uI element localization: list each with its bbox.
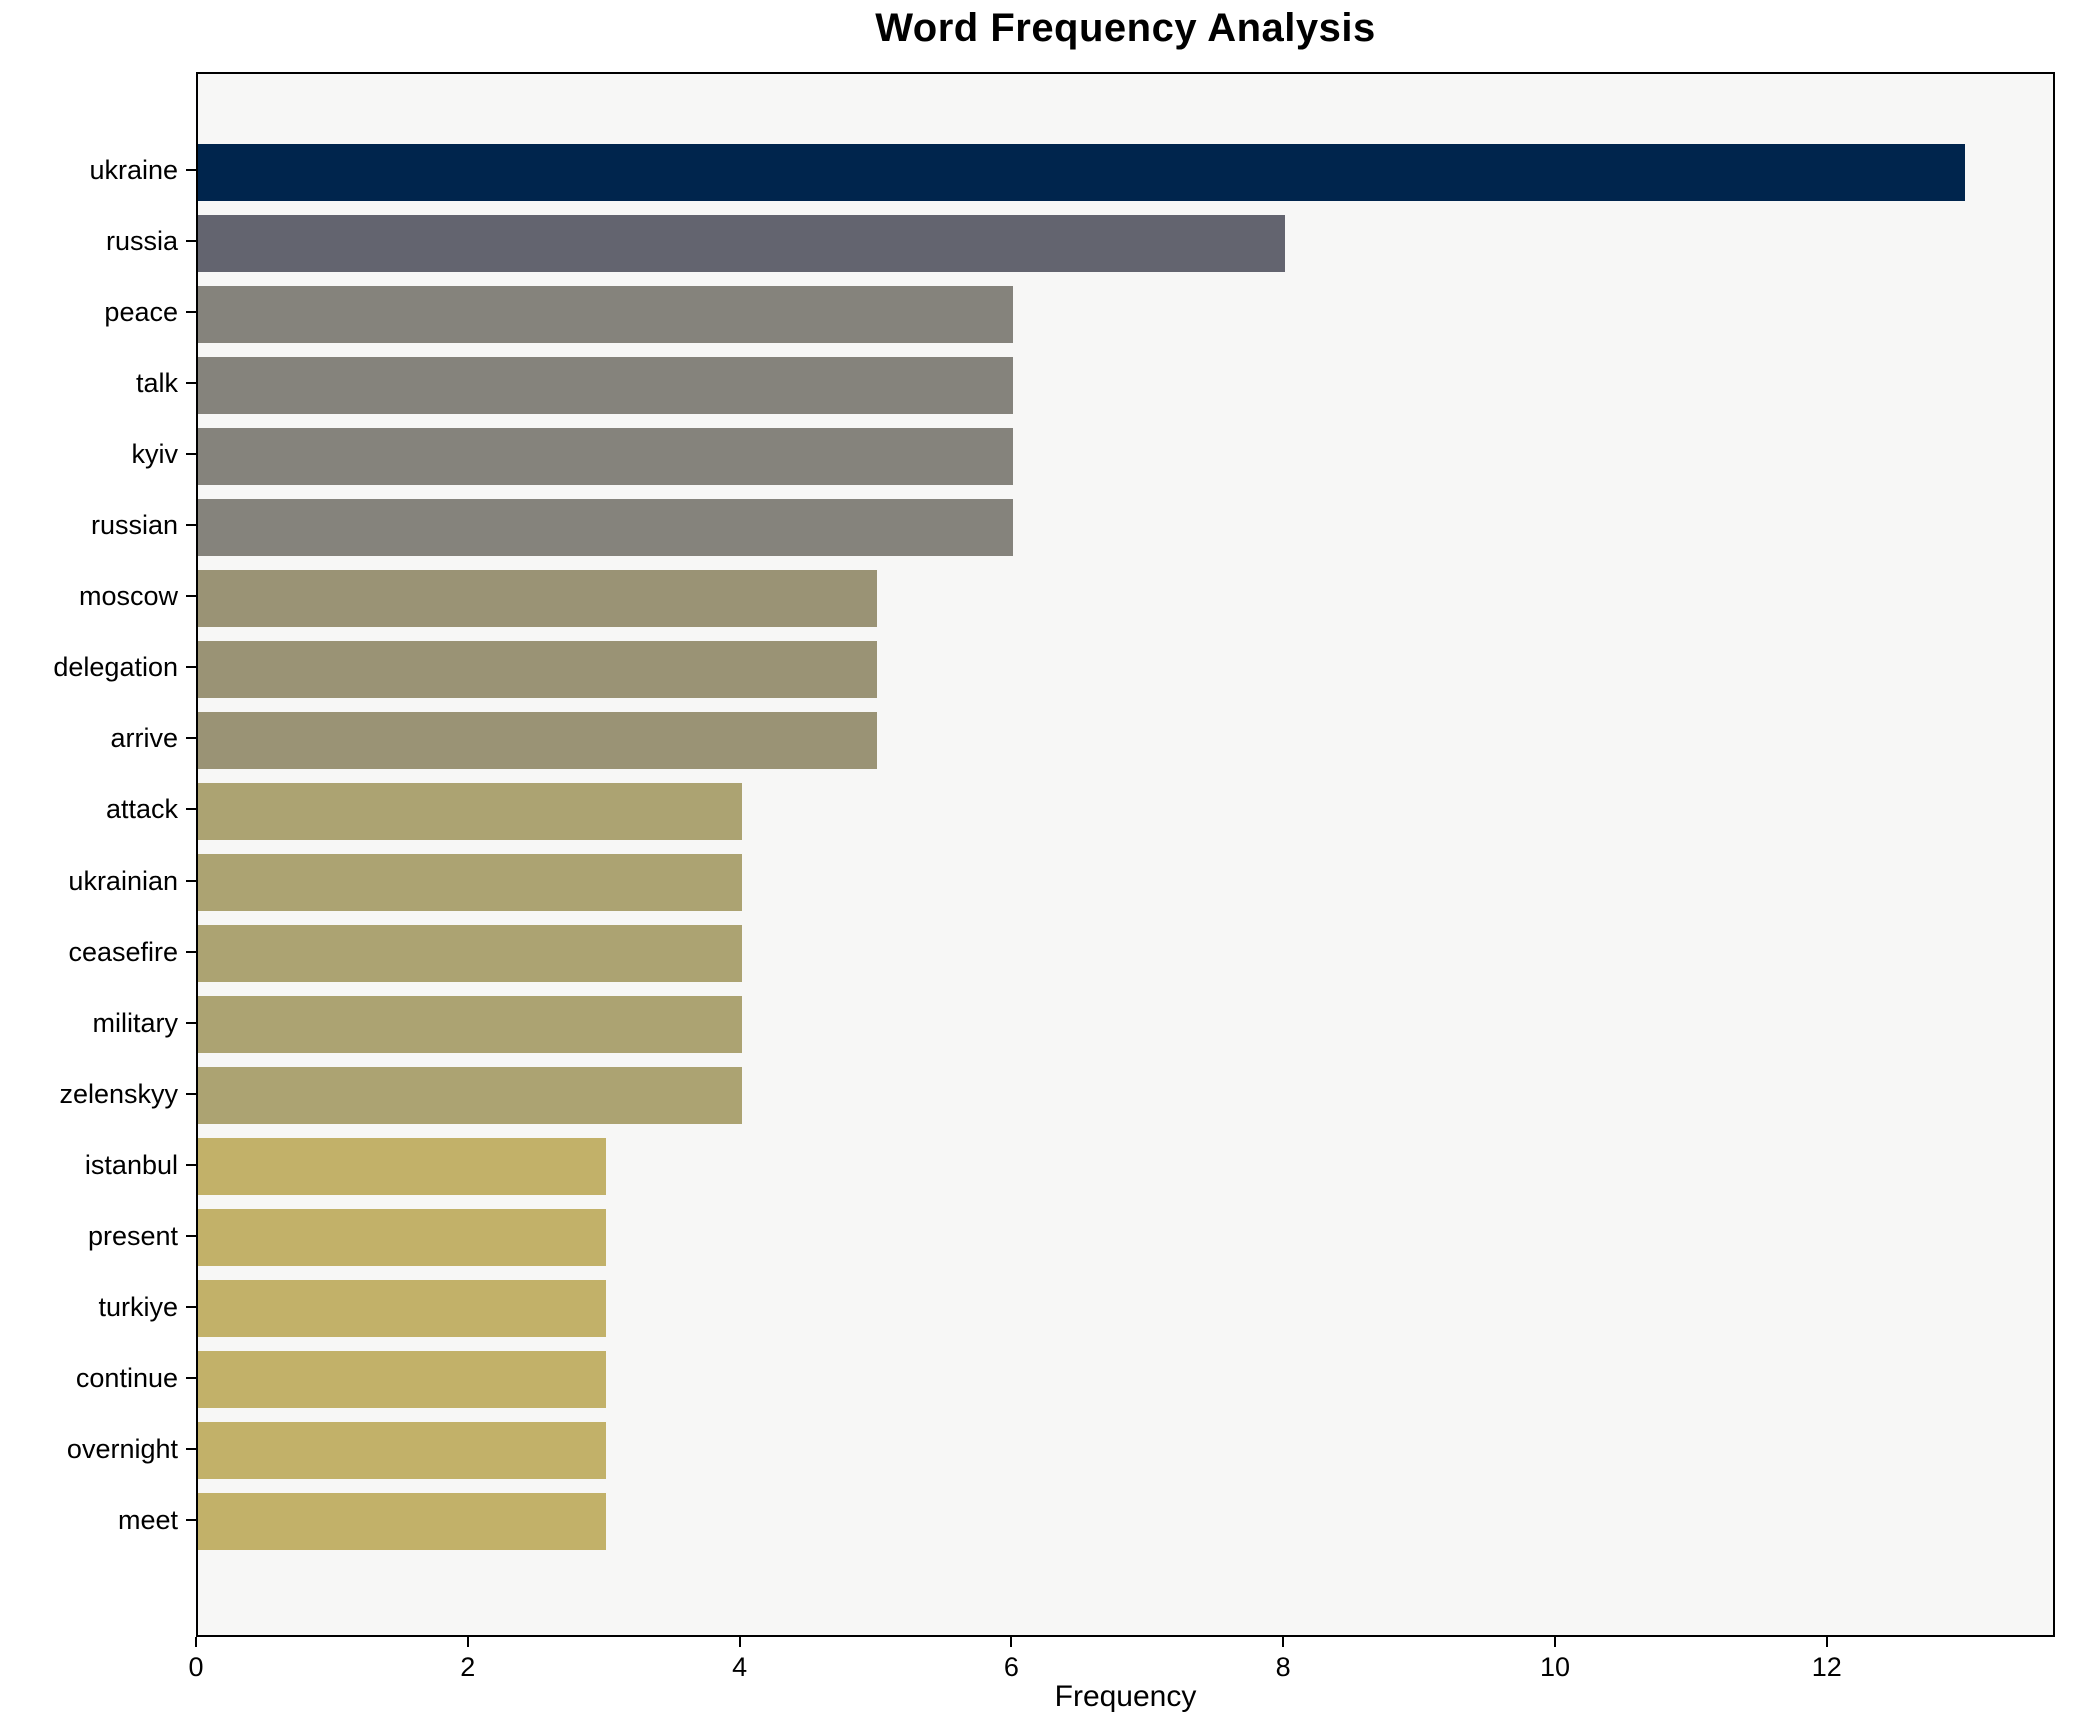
y-tick-label-ceasefire: ceasefire [68, 936, 178, 967]
bar-talk [198, 356, 1014, 414]
y-tick-mark-peace [186, 311, 196, 314]
x-tick-mark-12 [1825, 1637, 1828, 1647]
x-tick-label-2: 2 [460, 1652, 476, 1682]
bar-meet [198, 1493, 606, 1551]
bar-overnight [198, 1422, 606, 1480]
bar-kyiv [198, 427, 1014, 485]
y-tick-label-peace: peace [104, 297, 178, 328]
x-tick-mark-2 [466, 1637, 469, 1647]
x-tick-mark-6 [1010, 1637, 1013, 1647]
bar-turkiye [198, 1280, 606, 1338]
y-tick-mark-arrive [186, 737, 196, 740]
y-tick-label-arrive: arrive [110, 723, 178, 754]
y-tick-label-military: military [92, 1007, 179, 1038]
y-tick-mark-zelenskyy [186, 1092, 196, 1095]
y-tick-label-ukraine: ukraine [89, 155, 178, 185]
y-tick-mark-continue [186, 1376, 196, 1379]
x-tick-mark-8 [1282, 1637, 1285, 1647]
y-tick-label-talk: talk [135, 368, 178, 399]
y-tick-mark-moscow [186, 595, 196, 598]
bar-continue [198, 1351, 606, 1409]
y-tick-mark-meet [186, 1518, 196, 1521]
x-tick-label-12: 12 [1811, 1652, 1842, 1682]
x-tick-label-4: 4 [732, 1652, 748, 1682]
y-tick-mark-kyiv [186, 453, 196, 456]
bar-ceasefire [198, 925, 742, 983]
y-tick-label-turkiye: turkiye [98, 1291, 178, 1322]
y-tick-mark-russian [186, 524, 196, 527]
x-tick-label-6: 6 [1003, 1652, 1019, 1682]
y-tick-mark-turkiye [186, 1305, 196, 1308]
x-tick-label-10: 10 [1539, 1652, 1570, 1682]
bar-moscow [198, 569, 878, 627]
y-tick-mark-attack [186, 808, 196, 811]
y-tick-mark-ukraine [186, 169, 196, 171]
x-tick-mark-10 [1553, 1637, 1556, 1647]
y-tick-mark-istanbul [186, 1163, 196, 1166]
y-tick-mark-overnight [186, 1447, 196, 1450]
y-tick-mark-talk [186, 382, 196, 385]
y-tick-label-moscow: moscow [78, 581, 178, 612]
y-tick-mark-ukrainian [186, 879, 196, 882]
x-tick-mark-4 [738, 1637, 741, 1647]
bar-russian [198, 498, 1014, 556]
y-tick-label-istanbul: istanbul [84, 1149, 178, 1180]
bar-military [198, 996, 742, 1054]
x-axis-label: Frequency [1054, 1680, 1197, 1713]
y-tick-label-attack: attack [105, 794, 178, 825]
y-tick-label-russia: russia [105, 226, 178, 257]
y-tick-mark-russia [186, 240, 196, 243]
y-tick-label-ukrainian: ukrainian [68, 865, 178, 896]
y-tick-mark-ceasefire [186, 950, 196, 953]
y-tick-mark-military [186, 1021, 196, 1024]
y-tick-label-delegation: delegation [53, 652, 178, 683]
bar-delegation [198, 640, 878, 698]
bar-arrive [198, 711, 878, 769]
bar-peace [198, 285, 1014, 343]
y-tick-mark-present [186, 1234, 196, 1237]
y-tick-label-kyiv: kyiv [131, 439, 179, 470]
y-tick-label-overnight: overnight [66, 1433, 178, 1464]
x-tick-mark-0 [195, 1637, 197, 1647]
y-tick-label-meet: meet [117, 1504, 178, 1535]
y-tick-label-present: present [87, 1220, 178, 1251]
bar-attack [198, 782, 742, 840]
x-tick-label-0: 0 [188, 1652, 204, 1682]
x-tick-label-8: 8 [1275, 1652, 1291, 1682]
bar-ukraine [198, 143, 1965, 201]
bar-istanbul [198, 1138, 606, 1196]
y-tick-label-zelenskyy: zelenskyy [59, 1078, 178, 1109]
chart-title: Word Frequency Analysis [875, 6, 1376, 50]
bar-zelenskyy [198, 1067, 742, 1125]
bar-ukrainian [198, 854, 742, 911]
y-tick-mark-delegation [186, 666, 196, 669]
plot-area [196, 72, 2055, 1637]
bar-present [198, 1209, 606, 1267]
y-tick-label-continue: continue [75, 1362, 178, 1393]
y-tick-label-russian: russian [90, 510, 178, 541]
bar-russia [198, 214, 1286, 272]
